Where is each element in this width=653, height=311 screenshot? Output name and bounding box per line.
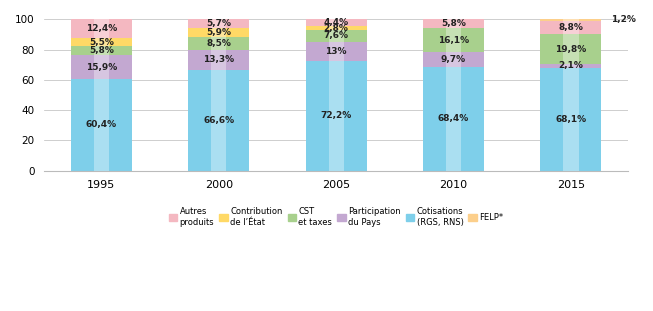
Bar [541,21,601,35]
Bar [423,53,484,67]
Text: 13,3%: 13,3% [203,55,234,64]
Bar [541,35,601,64]
Bar [188,28,249,37]
Bar [71,19,132,38]
Text: 72,2%: 72,2% [321,111,352,120]
Bar [188,50,249,70]
Text: 5,8%: 5,8% [89,46,114,55]
Text: 16,1%: 16,1% [438,36,469,45]
Bar [71,79,132,171]
Text: 2,1%: 2,1% [558,62,583,71]
Text: 7,6%: 7,6% [324,31,349,40]
Text: 4,4%: 4,4% [324,18,349,27]
Text: 13%: 13% [325,47,347,56]
Text: 5,7%: 5,7% [206,19,231,28]
Text: 12,4%: 12,4% [86,24,117,33]
Text: 1,2%: 1,2% [611,15,636,24]
Text: 5,5%: 5,5% [89,38,114,47]
Bar [71,46,132,55]
Bar [306,61,367,171]
Text: 9,7%: 9,7% [441,55,466,64]
Bar [541,64,601,67]
Bar [211,19,227,171]
Bar [71,38,132,46]
Bar [306,19,367,26]
Bar [423,19,484,28]
Text: 5,8%: 5,8% [441,19,466,28]
Legend: Autres
produits, Contribution
de l’État, CST
et taxes, Participation
du Pays, Co: Autres produits, Contribution de l’État,… [166,204,507,230]
Bar [541,67,601,171]
Bar [328,19,343,171]
Bar [306,26,367,30]
Text: 8,5%: 8,5% [206,39,231,48]
Text: 8,8%: 8,8% [558,23,583,32]
Bar [306,42,367,61]
Bar [564,19,579,171]
Text: 68,4%: 68,4% [438,114,469,123]
Bar [446,19,461,171]
Bar [188,37,249,50]
Text: 5,9%: 5,9% [206,28,231,37]
Text: 2,8%: 2,8% [324,24,349,33]
Bar [423,67,484,171]
Bar [71,55,132,79]
Bar [188,70,249,171]
Text: 60,4%: 60,4% [86,120,117,129]
Text: 68,1%: 68,1% [555,114,586,123]
Text: 19,8%: 19,8% [555,45,586,54]
Bar [94,19,109,171]
Bar [306,30,367,42]
Bar [423,28,484,53]
Text: 66,6%: 66,6% [203,116,234,125]
Bar [541,19,601,21]
Text: 15,9%: 15,9% [86,63,117,72]
Bar [188,19,249,28]
